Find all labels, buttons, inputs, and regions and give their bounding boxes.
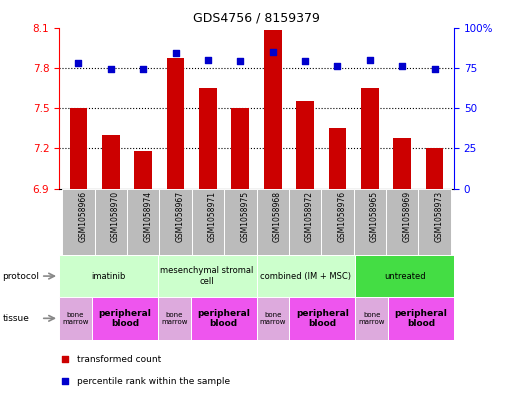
Text: mesenchymal stromal
cell: mesenchymal stromal cell (161, 266, 254, 286)
Bar (393, 138, 411, 189)
Bar (256, 189, 289, 255)
Bar (192, 189, 224, 255)
Bar (355, 255, 454, 297)
Bar (167, 59, 185, 189)
Text: protocol: protocol (3, 272, 40, 281)
Point (139, 66, 147, 73)
Bar (59, 297, 92, 340)
Bar (328, 128, 346, 189)
Point (204, 57, 212, 63)
Bar (70, 108, 87, 189)
Bar (158, 297, 191, 340)
Bar (127, 189, 160, 255)
Point (61, 378, 69, 384)
Text: GSM1058969: GSM1058969 (402, 191, 411, 242)
Bar (388, 297, 454, 340)
Point (107, 66, 115, 73)
Text: peripheral
blood: peripheral blood (197, 309, 250, 328)
Point (171, 50, 180, 57)
Text: imatinib: imatinib (91, 272, 126, 281)
Title: GDS4756 / 8159379: GDS4756 / 8159379 (193, 12, 320, 25)
Bar (355, 297, 388, 340)
Text: GSM1058966: GSM1058966 (78, 191, 87, 242)
Text: GSM1058968: GSM1058968 (273, 191, 282, 242)
Bar (59, 255, 158, 297)
Point (236, 58, 244, 64)
Bar (296, 101, 314, 189)
Bar (289, 297, 355, 340)
Bar (386, 189, 419, 255)
Bar (199, 88, 217, 189)
Point (430, 66, 439, 73)
Text: combined (IM + MSC): combined (IM + MSC) (261, 272, 351, 281)
Bar (231, 108, 249, 189)
Bar (94, 189, 127, 255)
Bar (92, 297, 158, 340)
Text: tissue: tissue (3, 314, 29, 323)
Point (398, 63, 406, 69)
Text: GSM1058974: GSM1058974 (143, 191, 152, 242)
Text: bone
marrow: bone marrow (260, 312, 286, 325)
Bar (426, 149, 443, 189)
Point (61, 356, 69, 362)
Text: GSM1058965: GSM1058965 (370, 191, 379, 242)
Text: GSM1058973: GSM1058973 (435, 191, 444, 242)
Bar (353, 189, 386, 255)
Bar (256, 255, 355, 297)
Point (74, 60, 83, 66)
Text: GSM1058971: GSM1058971 (208, 191, 217, 242)
Bar (224, 189, 256, 255)
Text: GSM1058970: GSM1058970 (111, 191, 120, 242)
Point (301, 58, 309, 64)
Text: GSM1058967: GSM1058967 (175, 191, 185, 242)
Bar (158, 255, 256, 297)
Bar (361, 88, 379, 189)
Text: transformed count: transformed count (77, 354, 161, 364)
Text: peripheral
blood: peripheral blood (296, 309, 349, 328)
Point (333, 63, 342, 69)
Bar (191, 297, 256, 340)
Text: percentile rank within the sample: percentile rank within the sample (77, 377, 230, 386)
Point (269, 48, 277, 55)
Bar (62, 189, 94, 255)
Text: GSM1058976: GSM1058976 (338, 191, 346, 242)
Bar (289, 189, 321, 255)
Bar (419, 189, 451, 255)
Bar (134, 151, 152, 189)
Text: peripheral
blood: peripheral blood (98, 309, 151, 328)
Text: GSM1058972: GSM1058972 (305, 191, 314, 242)
Bar (160, 189, 192, 255)
Text: bone
marrow: bone marrow (359, 312, 385, 325)
Point (366, 57, 374, 63)
Bar (102, 135, 120, 189)
Bar (321, 189, 353, 255)
Bar (256, 297, 289, 340)
Text: peripheral
blood: peripheral blood (394, 309, 447, 328)
Text: bone
marrow: bone marrow (161, 312, 187, 325)
Text: bone
marrow: bone marrow (62, 312, 89, 325)
Bar (264, 30, 282, 189)
Text: GSM1058975: GSM1058975 (240, 191, 249, 242)
Text: untreated: untreated (384, 272, 425, 281)
